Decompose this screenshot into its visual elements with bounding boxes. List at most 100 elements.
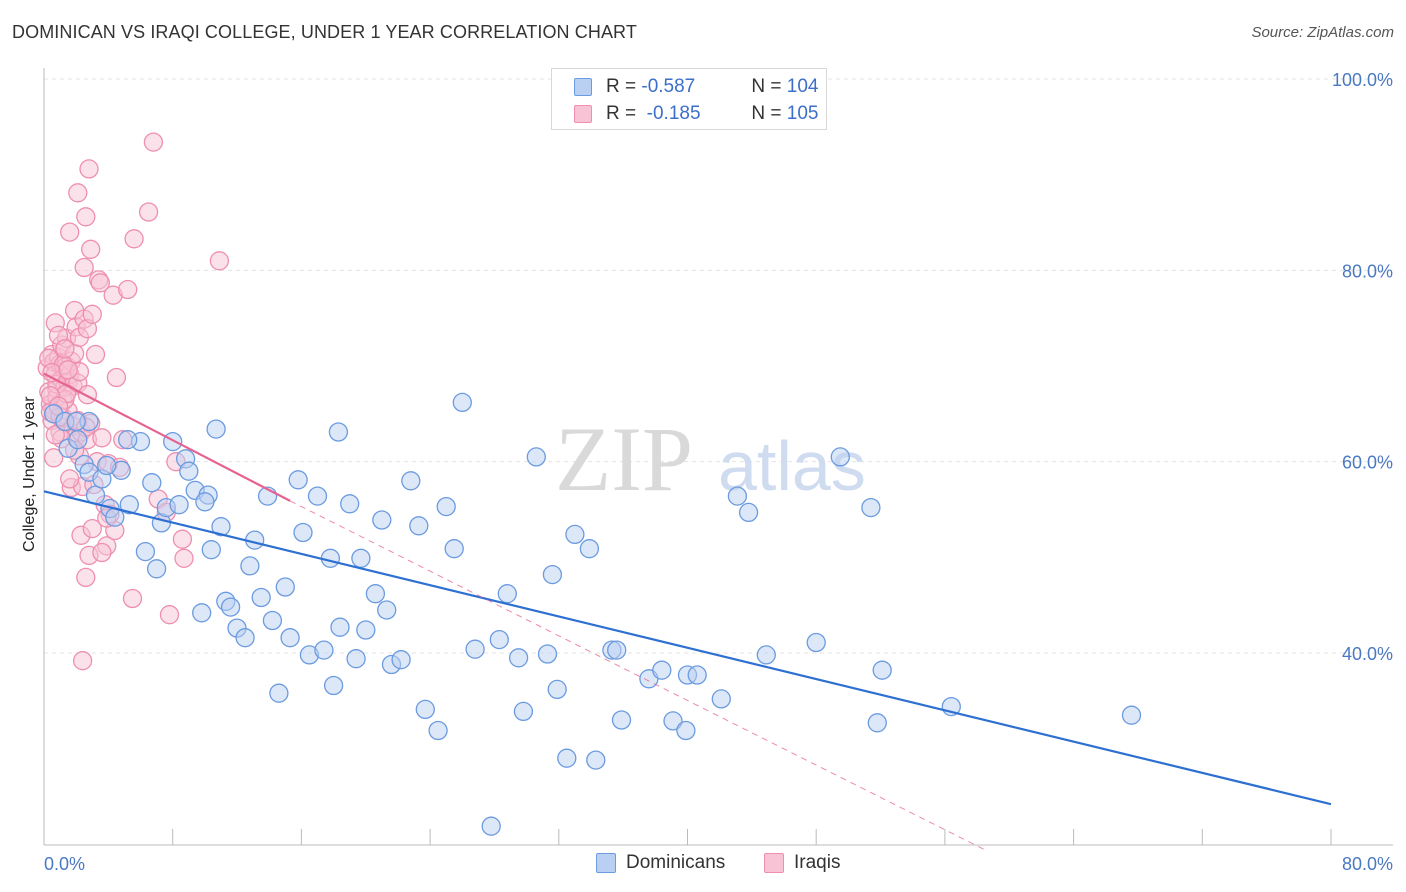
iraqis-point: [138, 202, 159, 222]
tick-labels: 40.0% 60.0% 80.0% 100.0% 0.0% 80.0%: [44, 70, 1393, 874]
bottom-legend-iraqis-label: Iraqis: [794, 852, 841, 873]
dominicans-point: [66, 411, 86, 432]
iraqis-point: [92, 428, 112, 448]
dominicans-point: [727, 486, 748, 506]
dominicans-point: [314, 640, 334, 660]
dominicans-point: [119, 495, 139, 515]
chart-title: DOMINICAN VS IRAQI COLLEGE, UNDER 1 YEAR…: [12, 22, 637, 42]
dominicans-point: [579, 539, 600, 559]
dominicans-point: [565, 524, 585, 545]
dominicans-point: [206, 419, 226, 439]
dominicans-point: [195, 492, 215, 512]
iraqis-point: [55, 339, 75, 359]
dominicans-point: [481, 816, 501, 836]
dominicans-point: [513, 701, 534, 722]
iraqis-point: [79, 159, 99, 179]
dominicans-point: [537, 644, 558, 664]
iraqis-point: [92, 542, 112, 563]
y-tick-label: 40.0%: [1342, 644, 1393, 664]
iraqis-point: [90, 273, 110, 293]
dominicans-point: [251, 587, 271, 608]
legend-swatch-pink: [574, 105, 592, 123]
dominicans-point: [401, 471, 421, 491]
iraqis-point: [122, 588, 143, 609]
watermark-zip: ZIP: [555, 408, 693, 510]
dominicans-point: [356, 620, 376, 640]
dominicans-point: [169, 495, 189, 515]
dominicans-point: [142, 473, 162, 493]
iraqis-point: [44, 448, 64, 468]
bottom-legend-swatch-blue: [596, 853, 616, 873]
dominicans-point: [687, 665, 707, 685]
iraqis-point: [58, 360, 78, 380]
iraqis-point: [172, 529, 193, 549]
dominicans-point: [346, 649, 366, 669]
dominicans-point: [135, 541, 156, 562]
dominicans-point: [465, 639, 485, 659]
iraqis-point: [72, 651, 93, 671]
dominicans-point: [146, 559, 167, 579]
legend-row-iraqis: R = -0.185 N = 105: [574, 101, 818, 127]
iraqis-point: [77, 385, 98, 405]
iraqis-point: [143, 132, 164, 152]
iraqis-point: [81, 239, 101, 259]
iraqis-point: [76, 207, 96, 227]
iraqis-point: [60, 469, 80, 489]
dominicans-point: [415, 699, 435, 720]
dominicans-point: [806, 632, 826, 653]
dominicans-point: [220, 597, 241, 617]
dominicans-point: [557, 748, 577, 768]
legend-r-label: R =: [606, 76, 642, 97]
bottom-legend-dominicans: Dominicans: [596, 852, 725, 874]
dominicans-point: [738, 502, 759, 523]
dominicans-point: [489, 629, 509, 650]
dominicans-point: [330, 617, 350, 637]
dominicans-point: [351, 548, 371, 568]
dominicans-point: [118, 430, 138, 450]
source-label: Source: ZipAtlas.com: [1251, 24, 1394, 41]
dominicans-point: [323, 675, 344, 696]
iraqis-points: [37, 132, 230, 671]
trend-lines: [43, 372, 1332, 850]
dominicans-point: [676, 720, 696, 741]
dominicans-point: [192, 603, 212, 623]
dominicans-point: [508, 648, 529, 668]
dominicans-point: [872, 660, 892, 680]
x-tick-label-max: 80.0%: [1342, 854, 1393, 874]
dominicans-point: [497, 584, 517, 604]
dominicans-point: [377, 600, 397, 620]
legend-r-value: -0.587: [641, 76, 696, 97]
dominicans-point: [611, 710, 632, 730]
legend-n-label: N =: [751, 76, 787, 97]
dominicans-point: [436, 496, 456, 517]
dominicans-point: [211, 517, 231, 537]
iraqis-point: [76, 567, 96, 588]
dominicans-point: [240, 556, 260, 576]
iraqis-point: [174, 548, 194, 568]
dominicans-point: [340, 494, 360, 514]
dominicans-point: [547, 679, 567, 700]
iraqis-point: [85, 344, 106, 365]
iraqis-point: [106, 367, 127, 388]
dominicans-point: [711, 689, 731, 709]
dominicans-point: [328, 422, 349, 442]
dominicans-point: [452, 392, 472, 413]
dominicans-point: [269, 683, 289, 703]
legend-row-dominicans: R = -0.587 N = 104: [574, 74, 818, 100]
iraqis-point: [74, 257, 94, 278]
bottom-legend: Dominicans Iraqis: [0, 852, 1406, 878]
y-axis-label: College, Under 1 year: [21, 396, 38, 552]
y-tick-label: 80.0%: [1342, 261, 1393, 281]
dominicans-point: [663, 711, 683, 731]
watermark: ZIP atlas: [555, 408, 866, 510]
dominicans-point: [280, 628, 300, 648]
legend-r-label: R =: [606, 103, 642, 124]
dominicans-point: [830, 447, 850, 467]
iraqis-point: [159, 605, 180, 625]
iraqis-trend-extension: [289, 500, 984, 850]
dominicans-point: [867, 713, 887, 733]
dominicans-point: [179, 461, 199, 481]
dominicans-point: [68, 430, 88, 450]
dominicans-point: [444, 539, 464, 559]
legend: R = -0.587 N = 104 R = -0.185 N = 105: [551, 68, 827, 130]
